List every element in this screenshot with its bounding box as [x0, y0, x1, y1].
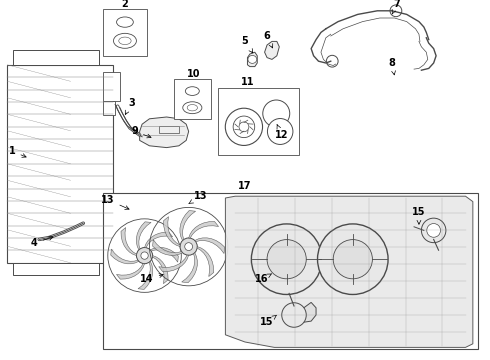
- Polygon shape: [121, 228, 137, 256]
- Circle shape: [225, 108, 263, 145]
- Circle shape: [180, 238, 197, 255]
- Polygon shape: [265, 41, 279, 59]
- Circle shape: [185, 243, 193, 251]
- Polygon shape: [136, 222, 151, 250]
- Bar: [103, 220, 120, 248]
- Circle shape: [251, 224, 322, 294]
- Bar: [13, 263, 99, 275]
- Polygon shape: [138, 261, 153, 289]
- Polygon shape: [159, 255, 189, 272]
- Circle shape: [136, 248, 153, 264]
- Polygon shape: [117, 264, 145, 279]
- Ellipse shape: [185, 87, 199, 95]
- Bar: [159, 126, 179, 133]
- Polygon shape: [145, 232, 172, 248]
- Bar: [13, 50, 99, 65]
- Text: 17: 17: [238, 181, 252, 192]
- Polygon shape: [164, 217, 180, 247]
- Polygon shape: [197, 247, 214, 276]
- Bar: [103, 9, 147, 56]
- Text: 9: 9: [131, 126, 151, 138]
- Bar: [103, 241, 115, 256]
- Polygon shape: [180, 211, 196, 240]
- Circle shape: [282, 303, 306, 327]
- Polygon shape: [182, 253, 197, 283]
- Bar: [218, 88, 299, 155]
- Bar: [103, 72, 120, 101]
- Circle shape: [326, 55, 338, 67]
- Polygon shape: [225, 196, 473, 347]
- Text: 15: 15: [260, 315, 277, 327]
- Text: 16: 16: [255, 274, 272, 284]
- Circle shape: [421, 218, 446, 243]
- Text: 3: 3: [125, 98, 135, 114]
- Text: 10: 10: [187, 69, 200, 79]
- Ellipse shape: [183, 102, 202, 114]
- Bar: [174, 79, 211, 119]
- Polygon shape: [150, 247, 178, 262]
- Circle shape: [267, 240, 306, 279]
- Polygon shape: [189, 221, 219, 238]
- Ellipse shape: [268, 118, 293, 144]
- Text: 11: 11: [241, 77, 254, 87]
- Ellipse shape: [248, 55, 257, 63]
- Circle shape: [333, 240, 372, 279]
- Bar: [103, 101, 115, 115]
- Text: 8: 8: [389, 58, 395, 75]
- Polygon shape: [140, 117, 189, 148]
- Text: 1: 1: [9, 146, 26, 157]
- Polygon shape: [152, 240, 183, 255]
- Ellipse shape: [119, 37, 131, 45]
- Text: 5: 5: [242, 36, 253, 53]
- Polygon shape: [296, 302, 316, 322]
- Polygon shape: [195, 238, 225, 253]
- Text: 15: 15: [412, 207, 426, 224]
- Circle shape: [427, 224, 441, 237]
- Bar: [103, 193, 478, 349]
- Ellipse shape: [117, 17, 133, 27]
- Polygon shape: [152, 256, 168, 284]
- Circle shape: [141, 252, 148, 259]
- Text: 13: 13: [189, 191, 208, 203]
- Polygon shape: [247, 52, 257, 67]
- Text: 6: 6: [264, 31, 273, 48]
- Circle shape: [318, 224, 388, 294]
- Ellipse shape: [187, 104, 197, 111]
- Circle shape: [233, 116, 255, 138]
- Text: 13: 13: [101, 195, 129, 210]
- Ellipse shape: [114, 33, 136, 48]
- Text: 14: 14: [140, 274, 163, 284]
- Text: 12: 12: [275, 125, 289, 140]
- Bar: [7, 65, 113, 263]
- Circle shape: [239, 122, 249, 132]
- Text: 7: 7: [392, 0, 400, 14]
- Polygon shape: [111, 249, 139, 264]
- Circle shape: [390, 5, 402, 17]
- Text: 4: 4: [31, 236, 53, 248]
- Ellipse shape: [263, 100, 290, 127]
- Text: 2: 2: [122, 0, 128, 9]
